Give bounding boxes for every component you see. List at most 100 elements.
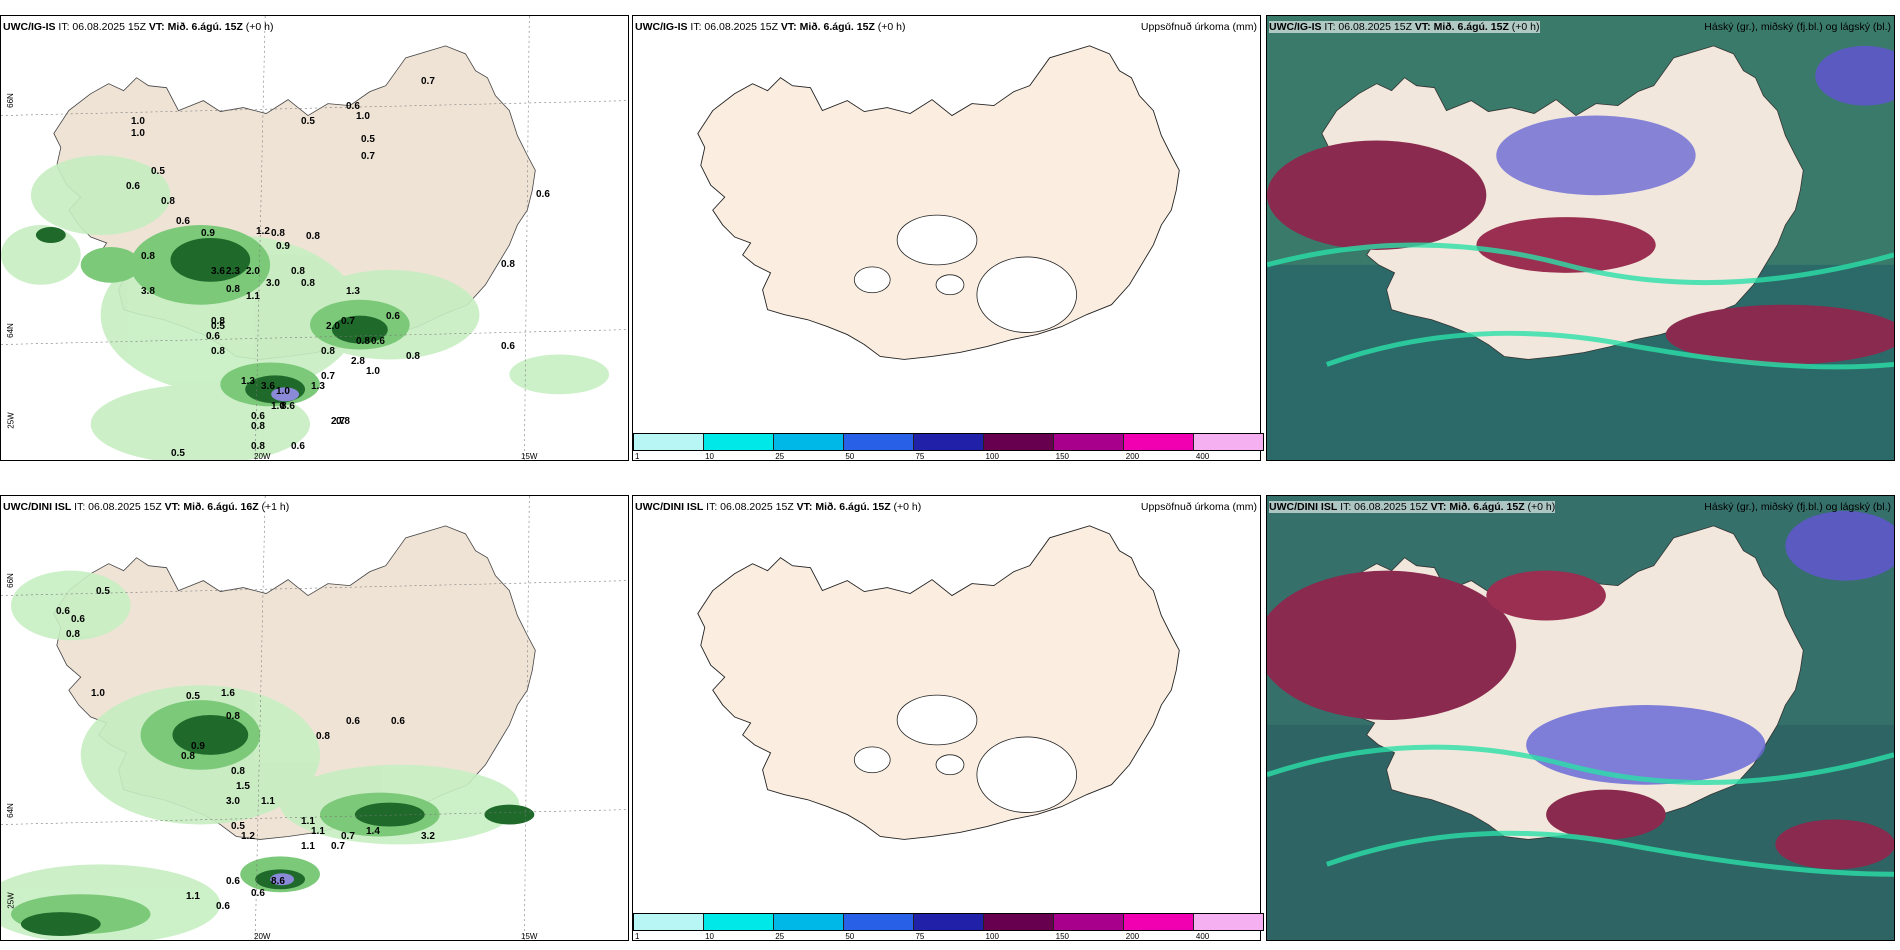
colorbar-tick-label: 400: [1195, 452, 1210, 461]
colorbar-tick-label: 10: [705, 452, 715, 461]
accum-precip-map: [697, 45, 1180, 360]
precip-value-label: 0.8: [291, 266, 305, 277]
precip-value-label: 0.5: [301, 116, 315, 127]
precip-value-label: 0.6: [371, 336, 385, 347]
colorbar-tick-label: 75: [915, 932, 925, 941]
colorbar-segment: [914, 914, 984, 930]
precip-value-label: 0.6: [251, 411, 265, 422]
precip-value-label: 0.9: [201, 228, 215, 239]
precip-value-label: 1.0: [366, 366, 380, 377]
colorbar-tick-label: 200: [1125, 932, 1140, 941]
colorbar-segment: [914, 434, 984, 450]
precip-value-label: 0.8: [211, 316, 225, 327]
precip-value-label: 1.1: [301, 816, 315, 827]
precip-value-label: 0.6: [291, 441, 305, 452]
colorbar-tick-label: 200: [1125, 452, 1140, 461]
precip-value-label: 3.0: [266, 278, 280, 289]
panel-subtitle: Uppsöfnuð úrkoma (mm): [1140, 501, 1257, 513]
colorbar-segment: [984, 434, 1054, 450]
precip-value-label: 3.0: [226, 796, 240, 807]
precip-value-label: 0.6: [391, 716, 405, 727]
colorbar-segment: [1194, 914, 1263, 930]
colorbar-tick-label: 75: [915, 452, 925, 461]
precip-value-label: 0.6: [226, 876, 240, 887]
precip-value-label: 0.6: [386, 311, 400, 322]
panel-subtitle: Háský (gr.), miðský (fj.bl.) og lágský (…: [1704, 501, 1891, 513]
precip-value-label: 0.8: [66, 629, 80, 640]
precip-value-label: 8.6: [271, 876, 285, 887]
colorbar-tick-label: 100: [985, 932, 999, 941]
precip-value-label: 1.0: [356, 111, 370, 122]
precip-value-label: 1.0: [271, 401, 285, 412]
precip-value-label: 1.3: [311, 381, 325, 392]
colorbar-segment: [1054, 914, 1124, 930]
lat-label-66: 66N: [5, 93, 15, 108]
precip-colorbar: [633, 433, 1264, 451]
precip-value-label: 0.6: [71, 614, 85, 625]
lon-label-25w: 25W: [6, 412, 16, 429]
precip-colorbar-ticks: 1 10 25 50 75 100 150 200 400: [633, 932, 1264, 944]
precip-value-label: 0.8: [211, 346, 225, 357]
colorbar-segment: [984, 914, 1054, 930]
colorbar-tick-label: 150: [1055, 452, 1070, 461]
precip-value-label: 1.1: [311, 826, 325, 837]
panel-accum-precip-dini: UWC/DINI ISL IT: 06.08.2025 15Z VT: Mið.…: [632, 495, 1261, 941]
cloud-cover-map: [1267, 16, 1894, 460]
precip-value-label: 2.8: [351, 356, 365, 367]
precip-value-label: 0.6: [176, 216, 190, 227]
colorbar-tick-label: 1: [635, 452, 640, 461]
precip-colorbar-ticks: 1 10 25 50 75 100 150 200 400: [633, 452, 1264, 464]
colorbar-segment: [1194, 434, 1263, 450]
precip-value-label: 0.8: [501, 259, 515, 270]
precip-value-label: 0.7: [331, 841, 345, 852]
precip-value-label: 1.0: [91, 688, 105, 699]
colorbar-tick-label: 25: [775, 932, 785, 941]
precip-value-label: 0.8: [181, 751, 195, 762]
precip-value-label: 2.3: [226, 266, 240, 277]
panel-subtitle: Háský (gr.), miðský (fj.bl.) og lágský (…: [1704, 21, 1891, 33]
precip-wind-map: [1, 16, 628, 460]
panel-title: UWC/DINI ISL IT: 06.08.2025 15Z VT: Mið.…: [635, 501, 922, 513]
panel-accum-precip-igis: UWC/IG-IS IT: 06.08.2025 15Z VT: Mið. 6.…: [632, 15, 1261, 461]
colorbar-tick-label: 1: [635, 932, 640, 941]
precip-value-label: 0.7: [321, 371, 335, 382]
precip-value-label: 0.9: [276, 241, 290, 252]
colorbar-segment: [774, 434, 844, 450]
lon-label-15w: 15W: [521, 932, 538, 941]
lon-label-25w: 25W: [6, 892, 16, 909]
precip-value-label: 1.2: [256, 226, 270, 237]
precip-value-label: 0.8: [141, 251, 155, 262]
colorbar-segment: [704, 434, 774, 450]
precip-value-label: 0.6: [346, 101, 360, 112]
lat-label-66: 66N: [5, 573, 15, 588]
precip-value-label: 2.0: [246, 266, 260, 277]
precip-value-label: 0.6: [206, 331, 220, 342]
precip-value-label: 0.5: [211, 321, 225, 332]
precip-value-label: 1.0: [276, 386, 290, 397]
precip-value-label: 0.6: [251, 888, 265, 899]
precip-value-label: 1.1: [301, 841, 315, 852]
precip-value-label: 3.8: [141, 286, 155, 297]
precip-value-label: 1.3: [346, 286, 360, 297]
precip-value-label: 0.8: [306, 231, 320, 242]
precip-value-label: 0.8: [336, 416, 350, 427]
colorbar-tick-label: 50: [845, 452, 855, 461]
panel-clouds-igis: UWC/IG-IS IT: 06.08.2025 15Z VT: Mið. 6.…: [1266, 15, 1895, 461]
precip-value-label: 0.9: [191, 741, 205, 752]
precip-value-label: 2.0: [326, 321, 340, 332]
panel-title: UWC/IG-IS IT: 06.08.2025 15Z VT: Mið. 6.…: [635, 21, 906, 33]
precip-value-label: 0.8: [226, 284, 240, 295]
precip-value-label: 0.7: [361, 151, 375, 162]
colorbar-segment: [1054, 434, 1124, 450]
colorbar-tick-label: 10: [705, 932, 715, 941]
precip-value-label: 0.8: [406, 351, 420, 362]
panel-precip-wind-igis: UWC/IG-IS IT: 06.08.2025 15Z VT: Mið. 6.…: [0, 15, 629, 461]
precip-value-label: 2.7: [331, 416, 345, 427]
colorbar-tick-label: 400: [1195, 932, 1210, 941]
precip-value-label: 0.6: [216, 901, 230, 912]
precip-value-label: 0.5: [96, 586, 110, 597]
precip-value-label: 1.2: [241, 831, 255, 842]
panel-precip-wind-dini: UWC/DINI ISL IT: 06.08.2025 15Z VT: Mið.…: [0, 495, 629, 941]
precip-value-label: 0.6: [346, 716, 360, 727]
precip-value-label: 1.5: [236, 781, 250, 792]
